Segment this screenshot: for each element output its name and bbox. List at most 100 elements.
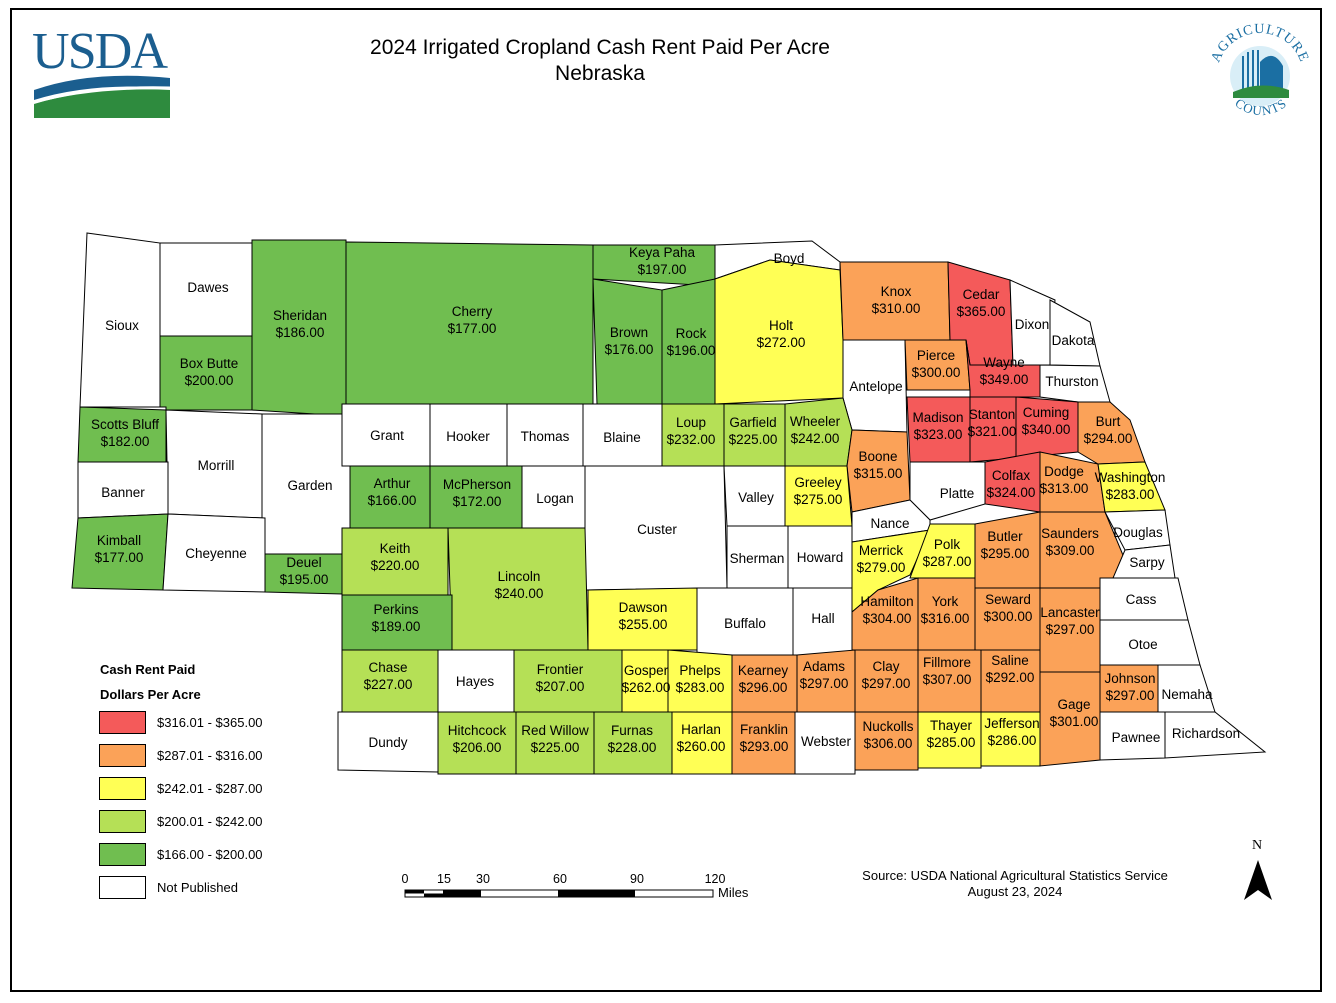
scale-bar-graphic	[404, 889, 714, 898]
county-name-buffalo: Buffalo	[724, 616, 766, 631]
county-value-hitchcock: $206.00	[453, 740, 502, 755]
county-name-dakota: Dakota	[1052, 333, 1095, 348]
county-name-jefferson: Jefferson	[984, 716, 1039, 731]
usda-logo: USDA	[32, 23, 171, 118]
county-name-deuel: Deuel	[286, 555, 321, 570]
county-value-mcpherson: $172.00	[453, 494, 502, 509]
county-name-boyd: Boyd	[774, 251, 805, 266]
county-name-red-willow: Red Willow	[521, 723, 589, 738]
county-nuckolls	[854, 711, 919, 771]
county-name-butler: Butler	[987, 529, 1023, 544]
county-name-hamilton: Hamilton	[860, 594, 913, 609]
county-name-merrick: Merrick	[859, 543, 903, 558]
ag-counts-bottom-text: COUNTS	[1232, 95, 1288, 118]
county-value-franklin: $293.00	[740, 739, 789, 754]
county-name-knox: Knox	[881, 284, 912, 299]
county-name-stanton: Stanton	[969, 407, 1016, 422]
county-name-mcpherson: McPherson	[443, 477, 511, 492]
county-name-morrill: Morrill	[198, 458, 235, 473]
county-value-wheeler: $242.00	[791, 431, 840, 446]
county-value-pierce: $300.00	[912, 365, 961, 380]
county-value-gosper: $262.00	[622, 680, 671, 695]
county-webster	[794, 711, 856, 775]
county-name-holt: Holt	[769, 318, 793, 333]
county-value-greeley: $275.00	[794, 492, 843, 507]
county-name-garfield: Garfield	[729, 415, 776, 430]
county-name-nemaha: Nemaha	[1161, 687, 1213, 702]
county-value-lincoln: $240.00	[495, 586, 544, 601]
county-value-saline: $292.00	[986, 670, 1035, 685]
county-value-box-butte: $200.00	[185, 373, 234, 388]
county-name-wayne: Wayne	[983, 355, 1025, 370]
county-value-harlan: $260.00	[677, 739, 726, 754]
county-value-cuming: $340.00	[1022, 422, 1071, 437]
county-name-custer: Custer	[637, 522, 677, 537]
county-name-greeley: Greeley	[794, 475, 842, 490]
county-name-chase: Chase	[368, 660, 407, 675]
legend-title: Cash Rent Paid	[100, 662, 196, 677]
scale-tick-label: 120	[704, 872, 726, 886]
county-name-hall: Hall	[811, 611, 834, 626]
county-name-brown: Brown	[610, 325, 648, 340]
map-title: 2024 Irrigated Cropland Cash Rent Paid P…	[370, 36, 830, 59]
county-name-boone: Boone	[858, 449, 897, 464]
county-name-keya-paha: Keya Paha	[629, 245, 696, 260]
county-value-holt: $272.00	[757, 335, 806, 350]
map-subtitle: Nebraska	[555, 62, 645, 85]
county-name-dundy: Dundy	[368, 735, 407, 750]
county-thayer	[917, 711, 982, 769]
county-value-york: $316.00	[921, 611, 970, 626]
county-name-cheyenne: Cheyenne	[185, 546, 247, 561]
county-value-adams: $297.00	[800, 676, 849, 691]
county-value-cedar: $365.00	[957, 304, 1006, 319]
scale-tick-label: 60	[553, 872, 567, 886]
county-value-kimball: $177.00	[95, 550, 144, 565]
legend-swatch	[99, 843, 146, 866]
county-name-platte: Platte	[940, 486, 975, 501]
legend-swatch	[99, 777, 146, 800]
county-name-blaine: Blaine	[603, 430, 641, 445]
county-value-kearney: $296.00	[739, 680, 788, 695]
county-name-logan: Logan	[536, 491, 574, 506]
county-name-johnson: Johnson	[1104, 671, 1155, 686]
county-name-hayes: Hayes	[456, 674, 495, 689]
county-value-jefferson: $286.00	[988, 733, 1037, 748]
county-name-burt: Burt	[1096, 414, 1121, 429]
legend-label: $200.01 - $242.00	[157, 814, 263, 829]
county-name-thurston: Thurston	[1045, 374, 1098, 389]
county-name-clay: Clay	[872, 659, 899, 674]
legend-label: Not Published	[157, 880, 238, 895]
county-value-stanton: $321.00	[968, 424, 1017, 439]
county-name-cuming: Cuming	[1023, 405, 1070, 420]
county-name-wheeler: Wheeler	[790, 414, 841, 429]
county-value-scotts-bluff: $182.00	[101, 434, 150, 449]
county-value-wayne: $349.00	[980, 372, 1029, 387]
county-value-butler: $295.00	[981, 546, 1030, 561]
county-name-garden: Garden	[287, 478, 332, 493]
county-name-kimball: Kimball	[97, 533, 141, 548]
county-name-thomas: Thomas	[521, 429, 570, 444]
county-value-brown: $176.00	[605, 342, 654, 357]
source-line: Source: USDA National Agricultural Stati…	[862, 868, 1168, 883]
scale-tick-label: 30	[476, 872, 490, 886]
source-date: August 23, 2024	[967, 884, 1063, 899]
county-value-cherry: $177.00	[448, 321, 497, 336]
county-name-dixon: Dixon	[1015, 317, 1050, 332]
county-name-webster: Webster	[801, 734, 852, 749]
county-value-keya-paha: $197.00	[638, 262, 687, 277]
county-value-saunders: $309.00	[1046, 543, 1095, 558]
county-name-loup: Loup	[676, 415, 706, 430]
county-name-kearney: Kearney	[738, 663, 789, 678]
county-value-red-willow: $225.00	[531, 740, 580, 755]
county-name-cass: Cass	[1126, 592, 1157, 607]
county-value-washington: $283.00	[1106, 487, 1155, 502]
north-arrow-icon	[1244, 860, 1272, 900]
scale-unit: Miles	[718, 885, 749, 900]
county-value-frontier: $207.00	[536, 679, 585, 694]
scale-tick-label: 90	[630, 872, 644, 886]
county-value-madison: $323.00	[914, 427, 963, 442]
county-name-thayer: Thayer	[930, 718, 973, 733]
county-value-seward: $300.00	[984, 609, 1033, 624]
county-name-sarpy: Sarpy	[1129, 555, 1165, 570]
